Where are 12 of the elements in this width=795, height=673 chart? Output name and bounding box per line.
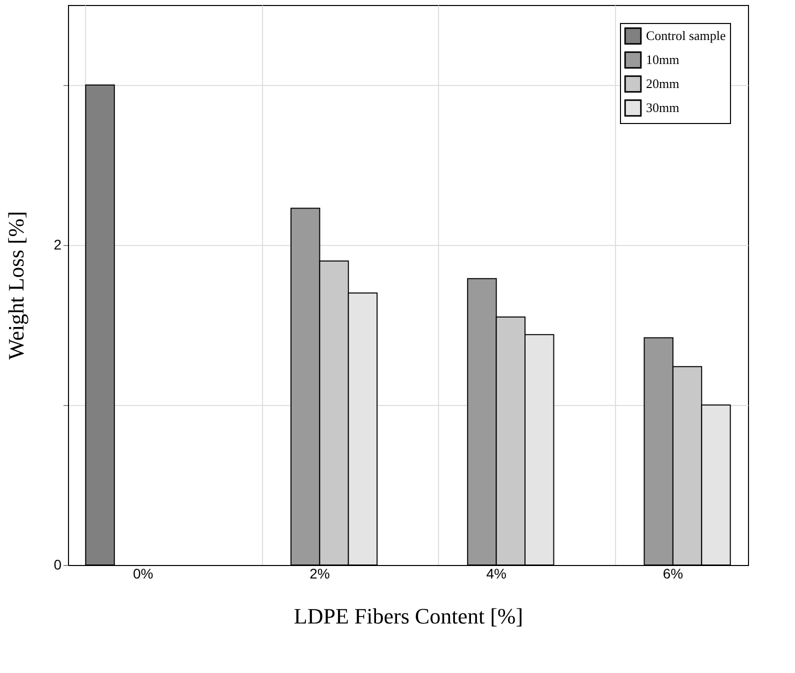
y-axis-title: Weight Loss [%] (4, 211, 29, 360)
x-tick-label: 0% (132, 566, 154, 582)
x-tick-label: 2% (310, 566, 330, 582)
x-axis-title: LDPE Fibers Content [%] (294, 604, 524, 628)
x-tick-label: 6% (662, 566, 684, 582)
y-tick-label: 2 (54, 236, 62, 252)
legend-label: 20mm (646, 76, 680, 91)
legend-label: 10mm (646, 52, 680, 67)
x-tick-label: 4% (486, 566, 506, 582)
legend-label: Control sample (646, 28, 726, 43)
y-tick-label: 0 (54, 556, 62, 572)
legend-label: 30mm (646, 100, 680, 115)
